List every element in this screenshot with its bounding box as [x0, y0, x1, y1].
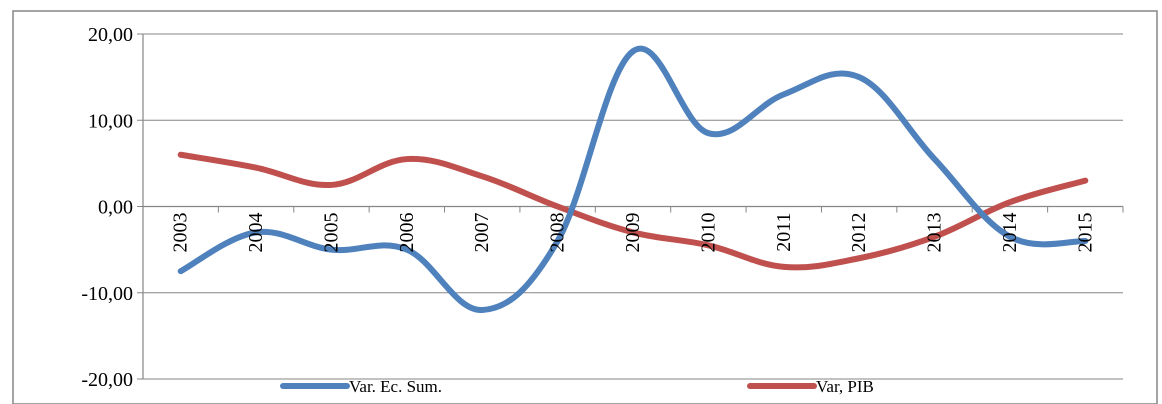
x-category-label: 2003 — [170, 213, 192, 253]
y-tick-labels: 20,00 10,00 0,00 -10,00 -20,00 — [81, 24, 133, 391]
x-category-label: 2009 — [622, 213, 644, 253]
axes — [137, 33, 1124, 380]
y-tick-label: 0,00 — [98, 197, 133, 219]
legend: Var. Ec. Sum. Var, PIB — [280, 377, 874, 396]
series-lines — [177, 45, 1089, 313]
x-category-label: 2008 — [547, 213, 569, 253]
x-category-label: 2006 — [396, 213, 418, 253]
x-category-label: 2013 — [924, 213, 946, 253]
legend-label: Var, PIB — [816, 377, 874, 396]
series-line-var-pib — [177, 151, 1089, 271]
x-category-label: 2007 — [471, 213, 493, 253]
y-tick-label: 10,00 — [88, 110, 133, 132]
x-category-label: 2010 — [697, 213, 719, 253]
x-category-label: 2005 — [320, 213, 342, 253]
x-category-label: 2012 — [848, 213, 870, 253]
legend-label: Var. Ec. Sum. — [349, 377, 442, 396]
x-category-labels: 2003 2004 2005 2006 2007 2008 2009 2010 2011 2012… — [170, 213, 1097, 253]
y-tick-label: 20,00 — [88, 24, 133, 46]
x-category-label: 2004 — [245, 213, 267, 253]
series-line-var-ec-sum — [177, 45, 1089, 313]
y-tick-label: -10,00 — [81, 283, 133, 305]
y-tick-label: -20,00 — [81, 369, 133, 391]
chart-border — [12, 10, 1158, 404]
x-category-label: 2015 — [1074, 213, 1096, 253]
gridlines — [143, 33, 1123, 380]
x-category-label: 2014 — [999, 213, 1021, 253]
x-category-label: 2011 — [773, 213, 795, 252]
